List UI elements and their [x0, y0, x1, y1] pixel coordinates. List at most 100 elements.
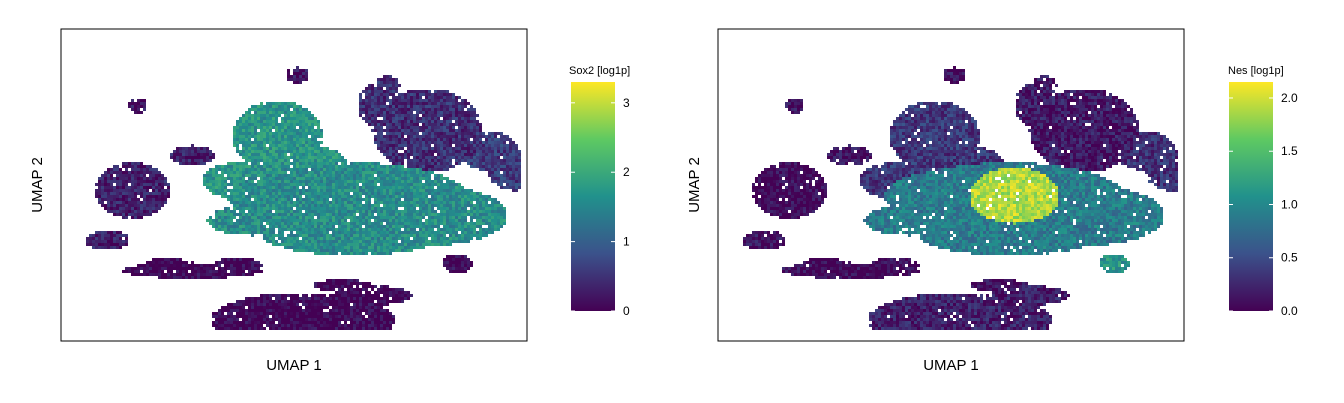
- umap-point: [431, 210, 434, 213]
- umap-point: [167, 273, 170, 276]
- umap-point: [455, 117, 458, 120]
- umap-point: [281, 186, 284, 189]
- umap-point: [443, 198, 446, 201]
- umap-point: [398, 132, 401, 135]
- umap-point: [437, 225, 440, 228]
- umap-point: [476, 213, 479, 216]
- umap-point: [305, 114, 308, 117]
- umap-point: [437, 228, 440, 231]
- umap-point: [275, 102, 278, 105]
- umap-point: [476, 216, 479, 219]
- umap-point: [227, 219, 230, 222]
- umap-point: [476, 198, 479, 201]
- umap-point: [251, 150, 254, 153]
- umap-point: [272, 135, 275, 138]
- umap-point: [410, 213, 413, 216]
- umap-point: [461, 99, 464, 102]
- umap-point: [440, 114, 443, 117]
- umap-point: [284, 111, 287, 114]
- umap-point: [386, 87, 389, 90]
- umap-point: [182, 147, 185, 150]
- umap-point: [245, 150, 248, 153]
- umap-point: [287, 120, 290, 123]
- umap-point: [287, 222, 290, 225]
- umap-point: [356, 285, 359, 288]
- umap-point: [404, 222, 407, 225]
- umap-point: [419, 129, 422, 132]
- umap-point: [365, 165, 368, 168]
- umap-point: [278, 132, 281, 135]
- umap-point: [503, 141, 506, 144]
- umap-point: [437, 231, 440, 234]
- umap-point: [200, 264, 203, 267]
- umap-point: [254, 264, 257, 267]
- umap-point: [251, 156, 254, 159]
- umap-point: [272, 123, 275, 126]
- umap-point: [230, 258, 233, 261]
- umap-point: [413, 102, 416, 105]
- umap-point: [275, 129, 278, 132]
- umap-point: [179, 273, 182, 276]
- umap-point: [365, 246, 368, 249]
- umap-point: [296, 222, 299, 225]
- umap-point: [362, 249, 365, 252]
- umap-point: [248, 273, 251, 276]
- umap-point: [359, 240, 362, 243]
- umap-point: [392, 147, 395, 150]
- umap-point: [275, 120, 278, 123]
- umap-point: [314, 282, 317, 285]
- umap-point: [458, 138, 461, 141]
- umap-point: [374, 129, 377, 132]
- umap-point: [278, 114, 281, 117]
- umap-point: [131, 270, 134, 273]
- umap-point: [152, 273, 155, 276]
- umap-point: [446, 243, 449, 246]
- umap-point: [476, 138, 479, 141]
- umap-point: [389, 150, 392, 153]
- umap-point: [392, 138, 395, 141]
- umap-point: [179, 150, 182, 153]
- umap-point: [341, 156, 344, 159]
- umap-point: [233, 138, 236, 141]
- umap-point: [500, 168, 503, 171]
- umap-point: [257, 174, 260, 177]
- umap-point: [461, 201, 464, 204]
- umap-point: [455, 105, 458, 108]
- umap-point: [485, 234, 488, 237]
- umap-point: [443, 177, 446, 180]
- umap-point: [383, 165, 386, 168]
- umap-point: [413, 165, 416, 168]
- umap-point: [395, 183, 398, 186]
- umap-point: [359, 189, 362, 192]
- umap-point: [218, 222, 221, 225]
- umap-point: [410, 99, 413, 102]
- umap-point: [386, 120, 389, 123]
- umap-point: [374, 219, 377, 222]
- umap-point: [407, 162, 410, 165]
- umap-point: [173, 267, 176, 270]
- umap-point: [326, 156, 329, 159]
- umap-point: [242, 117, 245, 120]
- umap-point: [185, 261, 188, 264]
- umap-point: [422, 159, 425, 162]
- umap-point: [305, 162, 308, 165]
- umap-point: [407, 240, 410, 243]
- umap-point: [197, 273, 200, 276]
- umap-point: [452, 198, 455, 201]
- umap-point: [284, 237, 287, 240]
- umap-point: [275, 135, 278, 138]
- umap-point: [464, 267, 467, 270]
- umap-point: [176, 261, 179, 264]
- umap-point: [107, 234, 110, 237]
- umap-point: [263, 165, 266, 168]
- umap-point: [131, 198, 134, 201]
- umap-point: [113, 195, 116, 198]
- umap-point: [512, 189, 515, 192]
- umap-point: [467, 234, 470, 237]
- umap-point: [443, 120, 446, 123]
- umap-point: [443, 204, 446, 207]
- umap-point: [305, 78, 308, 81]
- umap-point: [146, 177, 149, 180]
- umap-point: [311, 228, 314, 231]
- umap-point: [449, 156, 452, 159]
